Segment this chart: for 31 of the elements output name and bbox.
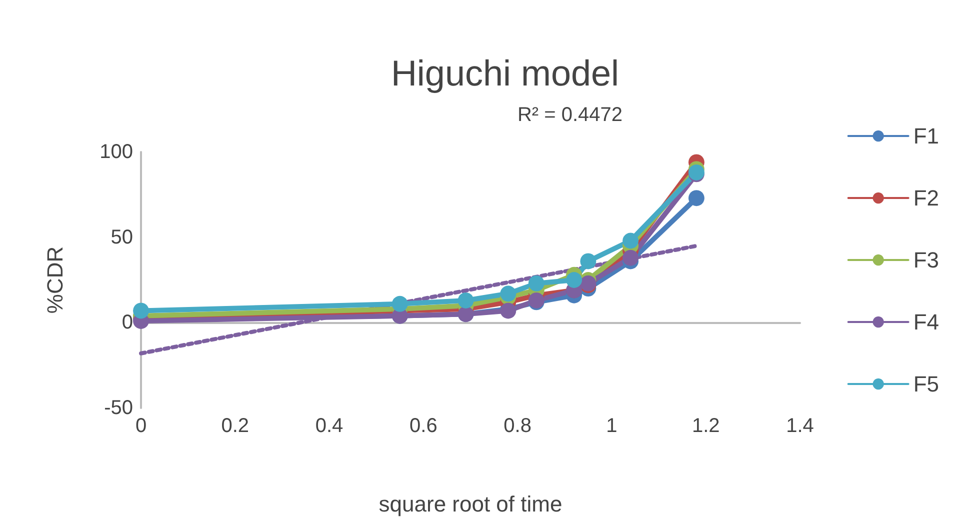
x-tick-label: 0.4 — [315, 415, 344, 437]
point — [688, 190, 704, 206]
text: R² = 0.4472 — [517, 104, 623, 126]
x-tick-label: 1.4 — [786, 415, 814, 437]
legend-label: F2 — [913, 186, 940, 210]
x-tick-label: 0.8 — [504, 415, 532, 437]
point — [392, 296, 408, 312]
point — [580, 253, 596, 270]
point — [133, 302, 149, 319]
y-tick-label: 0 — [122, 312, 133, 334]
point — [622, 250, 639, 266]
y-tick-label: 50 — [110, 226, 133, 248]
point — [500, 286, 516, 302]
x-tick-label: 0 — [135, 415, 147, 437]
y-tick-label: -50 — [104, 397, 133, 419]
x-tick-label: 0.2 — [221, 415, 250, 437]
point — [622, 232, 639, 249]
y-tick-label: 100 — [100, 141, 133, 163]
y-axis-title: %CDR — [42, 246, 68, 314]
chart-title: Higuchi model — [390, 52, 620, 94]
x-tick-label: 0.6 — [410, 415, 438, 437]
legend-label: F5 — [913, 372, 940, 396]
point — [458, 292, 474, 308]
legend-label: F1 — [913, 124, 940, 148]
legend-label: F3 — [913, 248, 940, 272]
point — [528, 275, 544, 292]
x-tick-label: 1.2 — [692, 415, 720, 437]
x-axis-title: square root of time — [378, 492, 562, 516]
legend-label: F4 — [913, 310, 940, 334]
x-tick-label: 1 — [606, 415, 618, 437]
point — [566, 272, 582, 288]
